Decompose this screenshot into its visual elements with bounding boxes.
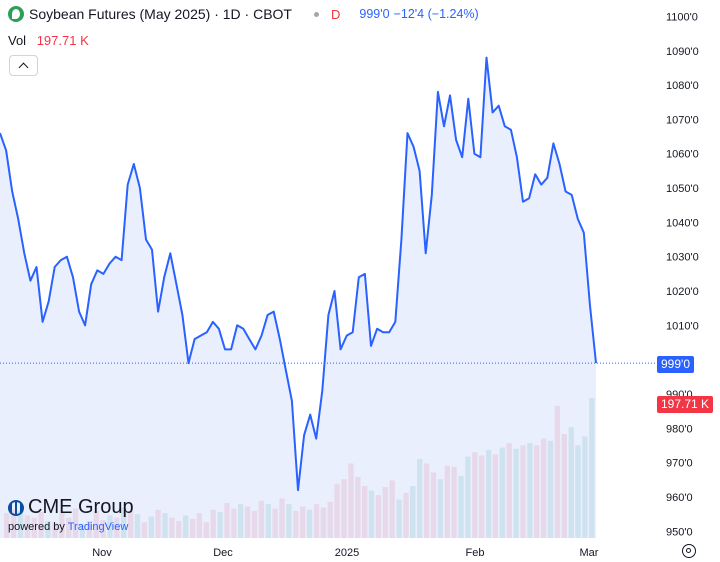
exchange-marker: D [331,6,341,22]
y-tick-label: 1010'0 [666,320,699,332]
y-tick-label: 970'0 [666,458,693,470]
volume-legend: Vol 197.71 K [8,33,89,48]
y-tick-label: 960'0 [666,492,693,504]
price-line [0,56,597,492]
chevron-up-icon [18,62,29,72]
tradingview-brand[interactable]: TradingView [67,521,129,533]
y-tick-label: 1060'0 [666,149,699,161]
x-tick-label: Dec [213,547,233,559]
x-tick-label: 2025 [335,547,359,559]
symbol-title[interactable]: Soybean Futures (May 2025) · 1D · CBOT [29,6,292,22]
y-tick-label: 1090'0 [666,46,699,58]
branding: CME Group powered by TradingView [8,496,134,533]
y-tick-label: 950'0 [666,526,693,538]
market-status-dot [314,11,319,17]
y-tick-label: 1100'0 [666,11,698,23]
chart-header: Soybean Futures (May 2025) · 1D · CBOT D… [8,6,479,22]
x-tick-label: Mar [580,547,599,559]
price-axis-badge: 999'0 [657,356,694,373]
volume-value: 197.71 K [36,33,89,48]
y-tick-label: 1050'0 [666,183,699,195]
cme-globe-icon [8,499,24,516]
cme-logo: CME Group [8,496,134,519]
price-area [0,57,596,538]
x-tick-label: Nov [92,547,112,559]
soybean-logo-icon [8,6,24,22]
y-tick-label: 980'0 [666,423,693,435]
volume-axis-badge: 197.71 K [657,396,714,413]
y-tick-label: 1070'0 [666,114,699,126]
y-tick-label: 1080'0 [666,80,699,92]
gear-icon[interactable] [682,544,696,558]
cme-brand-text: CME Group [28,496,134,518]
collapse-legend-button[interactable] [9,55,38,76]
powered-by-prefix: powered by [8,521,68,533]
volume-label: Vol [8,33,27,48]
y-tick-label: 1040'0 [666,217,699,229]
powered-by: powered by TradingView [8,521,134,533]
last-price: 999'0 [359,7,390,21]
y-tick-label: 1020'0 [666,286,699,298]
x-tick-label: Feb [466,547,485,559]
y-tick-label: 1030'0 [666,252,699,264]
price-change: −12'4 (−1.24%) [393,7,479,21]
